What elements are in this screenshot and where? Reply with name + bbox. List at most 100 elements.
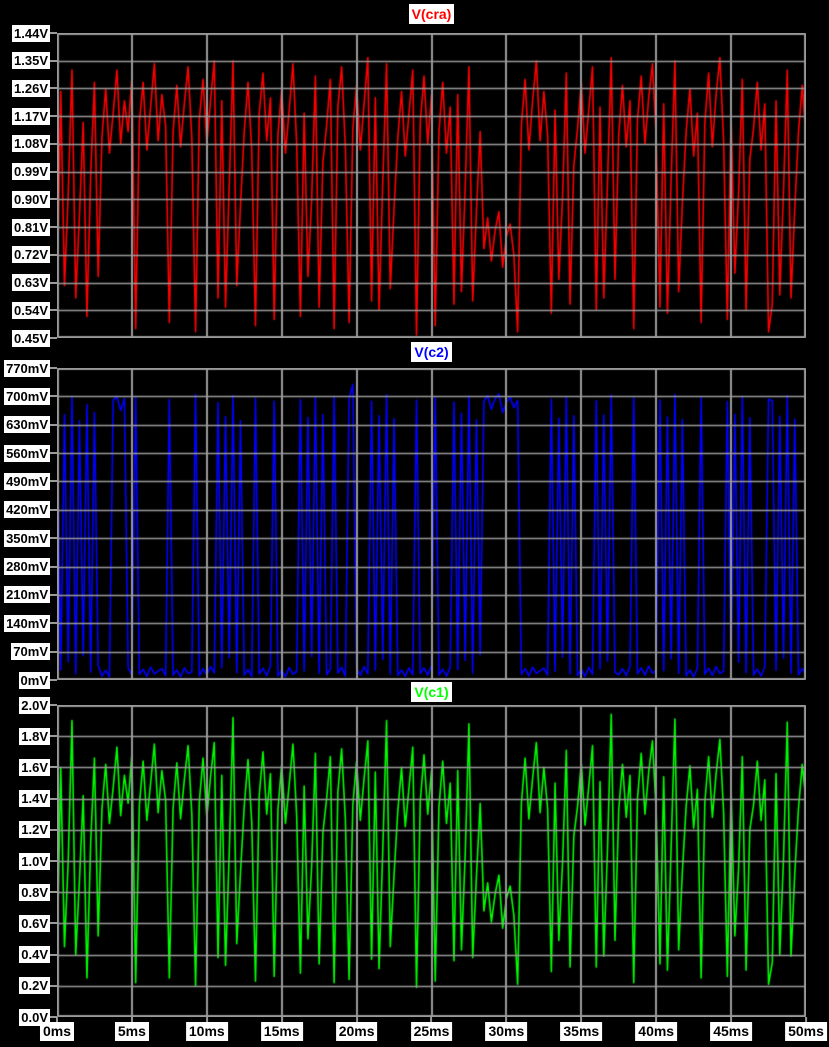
y-tick-label: 1.17V (12, 107, 50, 125)
y-axis-tick-vc2: 490mV (0, 472, 57, 490)
x-axis-tick: 0ms (39, 1017, 75, 1041)
y-tick-label: 1.8V (19, 727, 50, 745)
vc1-plot-pane[interactable] (57, 705, 806, 1017)
y-tick-mark (50, 253, 57, 256)
y-axis-tick-vc2: 280mV (0, 558, 57, 576)
x-tick-mark (655, 1017, 658, 1022)
y-axis-tick-vc2: 350mV (0, 529, 57, 547)
y-tick-label: 0.8V (19, 883, 50, 901)
y-axis-tick-vc1: 1.2V (0, 821, 57, 839)
x-tick-label: 5ms (114, 1022, 149, 1041)
y-tick-mark (50, 565, 57, 568)
y-tick-mark (50, 953, 57, 956)
y-tick-label: 1.26V (12, 79, 50, 97)
y-tick-label: 0.63V (12, 274, 50, 292)
y-tick-label: 280mV (4, 558, 50, 576)
y-tick-label: 560mV (4, 444, 50, 462)
y-tick-mark (50, 704, 57, 706)
y-tick-mark (50, 593, 57, 596)
x-tick-label: 50ms (785, 1022, 827, 1041)
y-axis-tick-vcra: 1.44V (0, 24, 57, 42)
y-tick-label: 0.99V (12, 163, 50, 181)
y-axis-tick-vcra: 0.90V (0, 190, 57, 208)
y-tick-mark (50, 508, 57, 511)
vc2-plot-pane[interactable] (57, 368, 806, 680)
x-tick-mark (505, 1017, 508, 1022)
x-axis-tick: 30ms (485, 1017, 528, 1041)
y-axis-tick-vc1: 1.8V (0, 727, 57, 745)
x-tick-label: 40ms (635, 1022, 678, 1041)
y-tick-mark (50, 480, 57, 483)
x-tick-mark (56, 1017, 58, 1022)
y-axis-tick-vcra: 0.72V (0, 246, 57, 264)
y-tick-mark (50, 622, 57, 625)
x-tick-label: 45ms (710, 1022, 752, 1041)
x-axis-tick: 20ms (335, 1017, 378, 1041)
y-tick-label: 0.81V (12, 218, 50, 236)
x-axis-tick: 35ms (560, 1017, 603, 1041)
x-tick-mark (430, 1017, 433, 1022)
x-axis-tick: 25ms (410, 1017, 453, 1041)
y-axis-tick-vc1: 1.6V (0, 758, 57, 776)
y-tick-mark (50, 922, 57, 925)
y-axis-tick-vc2: 210mV (0, 586, 57, 604)
y-tick-mark (50, 337, 57, 339)
y-axis-tick-vc1: 1.0V (0, 852, 57, 870)
y-tick-mark (50, 984, 57, 987)
x-axis-tick: 15ms (260, 1017, 303, 1041)
y-tick-label: 350mV (4, 529, 50, 547)
y-tick-mark (50, 735, 57, 738)
y-tick-label: 1.4V (19, 790, 50, 808)
y-tick-mark (50, 1016, 57, 1018)
y-tick-label: 0.4V (19, 946, 50, 964)
y-axis-tick-vcra: 0.81V (0, 218, 57, 236)
trace-label-vc2-row: V(c2) (57, 342, 806, 363)
y-tick-mark (50, 198, 57, 201)
y-tick-mark (50, 59, 57, 62)
y-tick-mark (50, 226, 57, 229)
y-tick-label: 0.45V (12, 329, 50, 347)
y-tick-label: 0.90V (12, 190, 50, 208)
x-axis-tick: 10ms (185, 1017, 228, 1041)
y-axis-tick-vc1: 0.6V (0, 914, 57, 932)
y-tick-label: 1.08V (12, 135, 50, 153)
x-tick-mark (730, 1017, 733, 1022)
y-tick-mark (50, 797, 57, 800)
y-axis-tick-vcra: 1.26V (0, 79, 57, 97)
trace-label-vcra-row: V(cra) (57, 4, 806, 25)
x-tick-label: 10ms (185, 1022, 228, 1041)
y-axis-tick-vc2: 770mV (0, 359, 57, 377)
vcra-plot-pane[interactable] (57, 33, 806, 338)
x-tick-mark (280, 1017, 283, 1022)
x-tick-label: 20ms (335, 1022, 378, 1041)
y-tick-label: 140mV (4, 614, 50, 632)
y-tick-mark (50, 281, 57, 284)
y-axis-tick-vc2: 70mV (0, 643, 57, 661)
y-tick-mark (50, 115, 57, 118)
y-tick-label: 770mV (4, 359, 50, 377)
y-axis-tick-vcra: 1.35V (0, 52, 57, 70)
x-tick-label: 15ms (260, 1022, 303, 1041)
y-axis-tick-vc1: 0.8V (0, 883, 57, 901)
y-axis-tick-vc1: 0.0V (0, 1008, 57, 1026)
y-tick-mark (50, 170, 57, 173)
y-axis-tick-vcra: 0.54V (0, 301, 57, 319)
x-tick-mark (580, 1017, 583, 1022)
y-tick-label: 210mV (4, 586, 50, 604)
x-tick-mark (130, 1017, 133, 1022)
y-tick-label: 1.0V (19, 852, 50, 870)
x-tick-label: 0ms (39, 1022, 75, 1041)
x-tick-mark (805, 1017, 807, 1022)
y-tick-label: 1.2V (19, 821, 50, 839)
y-tick-label: 0.72V (12, 246, 50, 264)
y-tick-mark (50, 423, 57, 426)
trace-label-vc1[interactable]: V(c1) (411, 682, 452, 702)
y-axis-tick-vc2: 420mV (0, 501, 57, 519)
trace-label-vc2[interactable]: V(c2) (411, 342, 452, 362)
y-tick-label: 0.54V (12, 301, 50, 319)
trace-label-vc1-row: V(c1) (57, 682, 806, 703)
y-tick-mark (50, 537, 57, 540)
y-axis-tick-vc1: 0.2V (0, 977, 57, 995)
y-tick-mark (50, 766, 57, 769)
trace-label-vcra[interactable]: V(cra) (408, 4, 455, 24)
